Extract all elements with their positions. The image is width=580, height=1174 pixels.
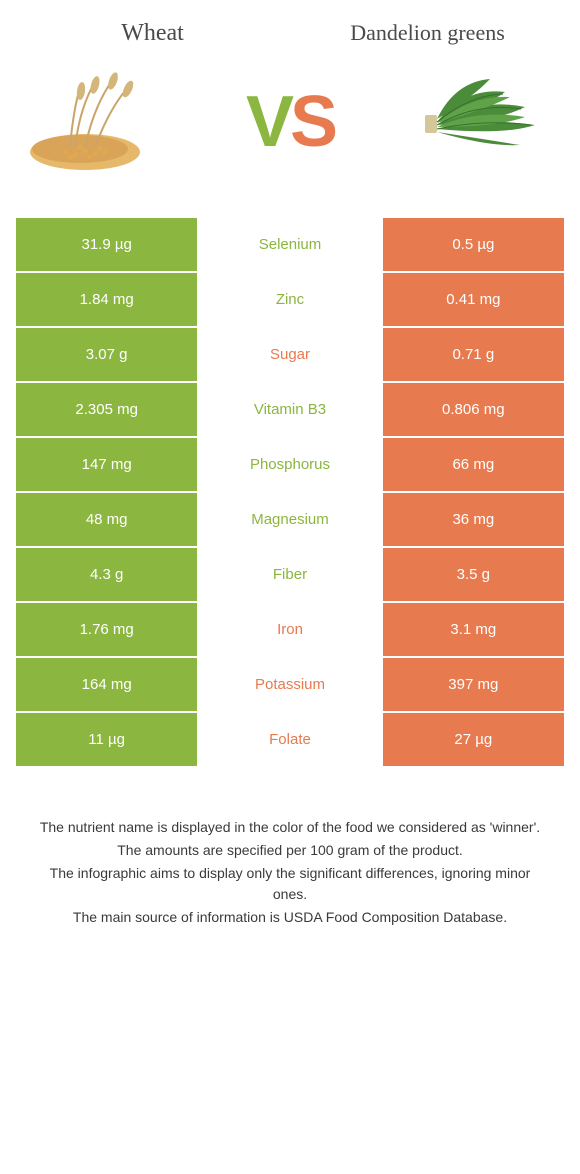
right-value: 66 mg xyxy=(382,437,565,492)
left-value: 48 mg xyxy=(15,492,198,547)
nutrient-label: Potassium xyxy=(198,657,381,712)
left-food-title: Wheat xyxy=(29,20,277,47)
table-row: 48 mgMagnesium36 mg xyxy=(15,492,565,547)
left-value: 1.76 mg xyxy=(15,602,198,657)
right-value: 3.1 mg xyxy=(382,602,565,657)
footer-line-2: The amounts are specified per 100 gram o… xyxy=(35,840,545,861)
right-value: 0.806 mg xyxy=(382,382,565,437)
left-value: 1.84 mg xyxy=(15,272,198,327)
nutrient-label: Fiber xyxy=(198,547,381,602)
nutrient-label: Folate xyxy=(198,712,381,767)
table-row: 1.84 mgZinc0.41 mg xyxy=(15,272,565,327)
footer-line-1: The nutrient name is displayed in the co… xyxy=(35,817,545,838)
dandelion-greens-image xyxy=(395,67,555,177)
hero-row: VS xyxy=(15,67,565,177)
left-value: 4.3 g xyxy=(15,547,198,602)
table-row: 31.9 µgSelenium0.5 µg xyxy=(15,217,565,272)
right-value: 0.5 µg xyxy=(382,217,565,272)
vs-v: V xyxy=(246,81,290,163)
wheat-image xyxy=(25,67,185,177)
table-row: 4.3 gFiber3.5 g xyxy=(15,547,565,602)
nutrient-label: Phosphorus xyxy=(198,437,381,492)
right-value: 0.41 mg xyxy=(382,272,565,327)
table-row: 3.07 gSugar0.71 g xyxy=(15,327,565,382)
nutrient-label: Selenium xyxy=(198,217,381,272)
left-value: 164 mg xyxy=(15,657,198,712)
nutrient-label: Vitamin B3 xyxy=(198,382,381,437)
right-value: 36 mg xyxy=(382,492,565,547)
right-value: 397 mg xyxy=(382,657,565,712)
nutrient-label: Iron xyxy=(198,602,381,657)
footer-line-3: The infographic aims to display only the… xyxy=(35,863,545,905)
nutrient-label: Magnesium xyxy=(198,492,381,547)
right-value: 3.5 g xyxy=(382,547,565,602)
table-row: 164 mgPotassium397 mg xyxy=(15,657,565,712)
right-value: 0.71 g xyxy=(382,327,565,382)
left-value: 11 µg xyxy=(15,712,198,767)
nutrient-label: Sugar xyxy=(198,327,381,382)
nutrient-table: 31.9 µgSelenium0.5 µg1.84 mgZinc0.41 mg3… xyxy=(15,217,565,767)
header: Wheat Dandelion greens xyxy=(15,20,565,47)
left-value: 3.07 g xyxy=(15,327,198,382)
vs-s: S xyxy=(290,81,334,163)
footer-notes: The nutrient name is displayed in the co… xyxy=(15,817,565,928)
nutrient-label: Zinc xyxy=(198,272,381,327)
footer-line-4: The main source of information is USDA F… xyxy=(35,907,545,928)
table-row: 1.76 mgIron3.1 mg xyxy=(15,602,565,657)
left-value: 2.305 mg xyxy=(15,382,198,437)
vs-label: VS xyxy=(246,81,334,163)
left-value: 147 mg xyxy=(15,437,198,492)
right-value: 27 µg xyxy=(382,712,565,767)
table-row: 11 µgFolate27 µg xyxy=(15,712,565,767)
table-row: 2.305 mgVitamin B30.806 mg xyxy=(15,382,565,437)
table-row: 147 mgPhosphorus66 mg xyxy=(15,437,565,492)
right-food-title: Dandelion greens xyxy=(304,20,552,46)
left-value: 31.9 µg xyxy=(15,217,198,272)
